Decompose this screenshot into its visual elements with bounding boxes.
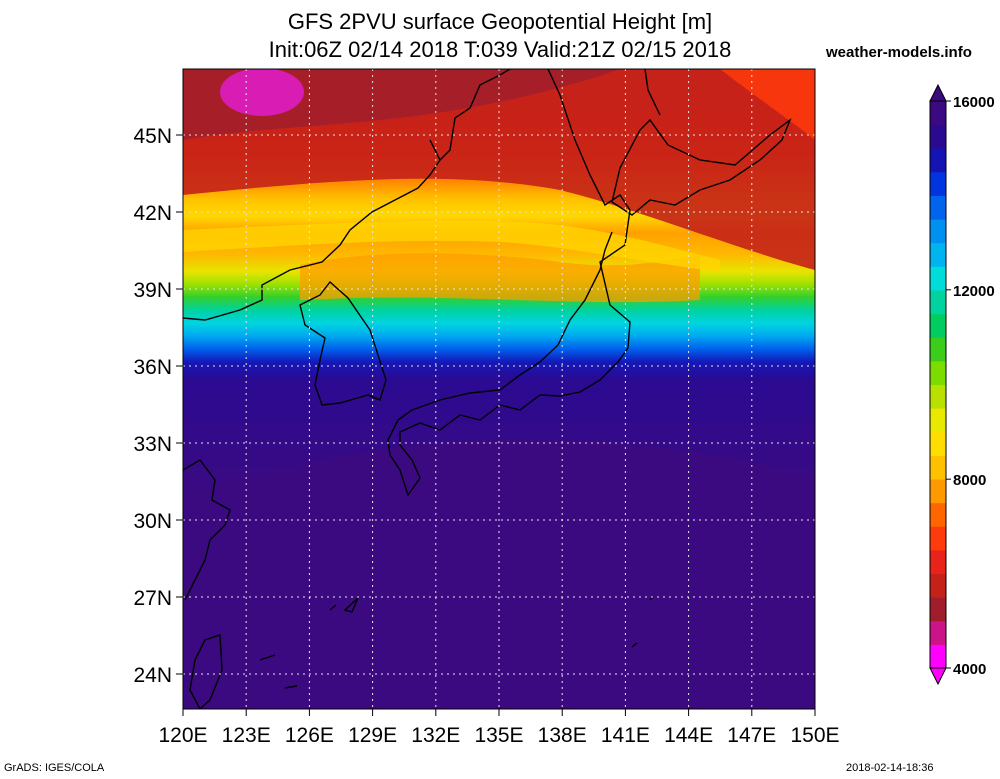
map-figure: 45N 42N 39N 36N 33N 30N 27N 24N 120E 123E 126E 129… <box>133 68 995 747</box>
colorbar-swatch <box>930 242 946 267</box>
lon-label: 123E <box>222 724 271 747</box>
colorbar-swatch <box>930 266 946 291</box>
colorbar-swatch <box>930 408 946 433</box>
lon-label: 126E <box>285 724 334 747</box>
colorbar-swatch <box>930 526 946 551</box>
footer-credit: GrADS: IGES/COLA <box>4 762 105 774</box>
lon-label: 120E <box>158 724 207 747</box>
colorbar-swatch <box>930 313 946 338</box>
lat-label: 27N <box>133 587 172 610</box>
colorbar-label: 16000 <box>953 94 995 111</box>
lat-label: 36N <box>133 356 172 379</box>
lon-label: 147E <box>727 724 776 747</box>
colorbar-swatch <box>930 384 946 409</box>
colorbar-swatch <box>930 101 946 126</box>
colorbar-bottom-arrow <box>929 667 947 686</box>
colorbar-labels: 16000 12000 8000 4000 <box>946 94 995 678</box>
colorbar-swatch <box>930 290 946 315</box>
colorbar-swatch <box>930 644 946 669</box>
lon-label: 132E <box>411 724 460 747</box>
colorbar-swatch <box>930 549 946 574</box>
colorbar-swatch <box>930 455 946 480</box>
lat-label: 45N <box>133 125 172 148</box>
colorbar-swatch <box>930 573 946 598</box>
colorbar-swatch <box>930 171 946 196</box>
height-field <box>183 69 815 709</box>
lon-label: 144E <box>664 724 713 747</box>
lat-label: 42N <box>133 202 172 225</box>
coastlines <box>183 69 792 709</box>
chart-title-line-1: GFS 2PVU surface Geopotential Height [m] <box>287 9 713 34</box>
colorbar-swatch <box>930 479 946 504</box>
colorbar-swatch <box>930 597 946 622</box>
lat-label: 24N <box>133 664 172 687</box>
colorbar-swatch <box>930 124 946 149</box>
colorbar-frame <box>929 100 947 669</box>
colorbar-swatch <box>930 148 946 173</box>
colorbar-swatch <box>930 360 946 385</box>
lon-label: 135E <box>474 724 523 747</box>
lon-label: 129E <box>348 724 397 747</box>
colorbar-swatch <box>930 620 946 645</box>
lon-label: 150E <box>790 724 839 747</box>
footer-timestamp: 2018-02-14-18:36 <box>846 762 934 774</box>
graticule <box>176 69 816 716</box>
colorbar-label: 12000 <box>953 283 995 300</box>
colorbar-swatch <box>930 219 946 244</box>
colorbar-swatch <box>930 337 946 362</box>
colorbar-swatch <box>930 195 946 220</box>
colorbar-label: 8000 <box>953 472 986 489</box>
map-frame <box>182 68 816 710</box>
latitude-labels: 45N 42N 39N 36N 33N 30N 27N 24N <box>133 125 172 687</box>
lat-label: 39N <box>133 279 172 302</box>
longitude-labels: 120E 123E 126E 129E 132E 135E 138E 141E 144E 147E… <box>158 724 839 747</box>
colorbar-swatch <box>930 502 946 527</box>
site-watermark: weather-models.info <box>826 44 972 61</box>
lon-label: 138E <box>538 724 587 747</box>
lon-label: 141E <box>601 724 650 747</box>
colorbar <box>929 83 947 686</box>
chart-title-line-2: Init:06Z 02/14 2018 T:039 Valid:21Z 02/1… <box>268 37 732 62</box>
lat-label: 30N <box>133 510 172 533</box>
lat-label: 33N <box>133 433 172 456</box>
colorbar-top-arrow <box>929 83 947 102</box>
colorbar-swatch <box>930 431 946 456</box>
colorbar-label: 4000 <box>953 661 986 678</box>
